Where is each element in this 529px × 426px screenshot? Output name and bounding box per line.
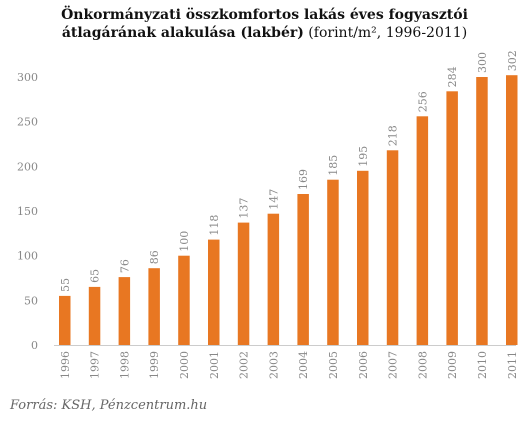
data-label: 302 — [506, 50, 519, 71]
bar — [208, 239, 220, 345]
x-tick-label: 2002 — [238, 351, 251, 379]
x-tick-label: 2009 — [446, 351, 459, 379]
bar — [446, 91, 458, 345]
y-tick-label: 150 — [17, 205, 38, 218]
bar — [148, 268, 160, 345]
x-tick-label: 2001 — [208, 351, 221, 379]
data-label: 169 — [297, 169, 310, 190]
data-label: 76 — [118, 259, 131, 273]
data-label: 100 — [178, 231, 191, 252]
x-tick-label: 2005 — [327, 351, 340, 379]
bar — [297, 194, 309, 345]
y-tick-label: 250 — [17, 116, 38, 129]
chart-title: Önkormányzati összkomfortos lakás éves f… — [0, 6, 529, 42]
data-label: 218 — [387, 125, 400, 146]
x-tick-label: 2006 — [357, 351, 370, 379]
title-unit: (forint/m², 1996-2011) — [303, 25, 468, 41]
bar — [178, 255, 190, 345]
title-line1: Önkormányzati összkomfortos lakás éves f… — [61, 7, 468, 23]
x-axis: 1996 1997 1998 1999 2000 2001 2002 2003 2004 2005… — [54, 345, 519, 379]
x-tick-label: 2007 — [387, 351, 400, 379]
data-label: 300 — [476, 52, 489, 73]
y-tick-label: 300 — [17, 71, 38, 84]
bar — [118, 277, 131, 345]
x-tick-label: 2004 — [297, 351, 310, 379]
bar — [386, 150, 399, 345]
x-tick-label: 2000 — [178, 351, 191, 379]
data-label: 55 — [59, 278, 72, 292]
bar — [476, 77, 488, 345]
x-tick-label: 1999 — [148, 351, 161, 379]
x-tick-label: 1998 — [118, 351, 131, 379]
data-label: 118 — [208, 215, 221, 236]
x-tick-label: 2008 — [416, 351, 429, 379]
bar — [59, 295, 71, 345]
bar — [327, 179, 339, 345]
y-tick-label: 50 — [24, 294, 38, 307]
y-tick-label: 200 — [17, 160, 38, 173]
x-tick-label: 2003 — [267, 351, 280, 379]
data-label: 256 — [416, 91, 429, 112]
bar — [506, 75, 518, 345]
data-label: 65 — [89, 269, 102, 283]
bar — [88, 286, 101, 345]
data-label: 137 — [238, 198, 251, 219]
x-tick-label: 1996 — [59, 351, 72, 379]
data-label: 284 — [446, 66, 459, 87]
data-label: 86 — [148, 250, 161, 264]
data-label: 147 — [267, 189, 280, 210]
source-note: Forrás: KSH, Pénzcentrum.hu — [10, 398, 208, 413]
y-tick-label: 0 — [31, 339, 38, 352]
bar — [237, 222, 250, 345]
bar — [267, 213, 280, 345]
y-tick-label: 100 — [17, 250, 38, 263]
data-label: 195 — [357, 146, 370, 167]
y-axis: 0 50 100 150 200 250 300 — [17, 71, 38, 352]
x-tick-label: 2010 — [476, 351, 489, 379]
bar — [357, 170, 369, 345]
data-label: 185 — [327, 155, 340, 176]
x-tick-label: 1997 — [89, 351, 102, 379]
bars: 55 65 76 86 100 118 137 147 169 185 195 218 256 284 30… — [59, 50, 519, 345]
bar — [416, 116, 429, 345]
title-line2: átlagárának alakulása (lakbér) — [61, 25, 304, 41]
x-tick-label: 2011 — [506, 351, 519, 379]
